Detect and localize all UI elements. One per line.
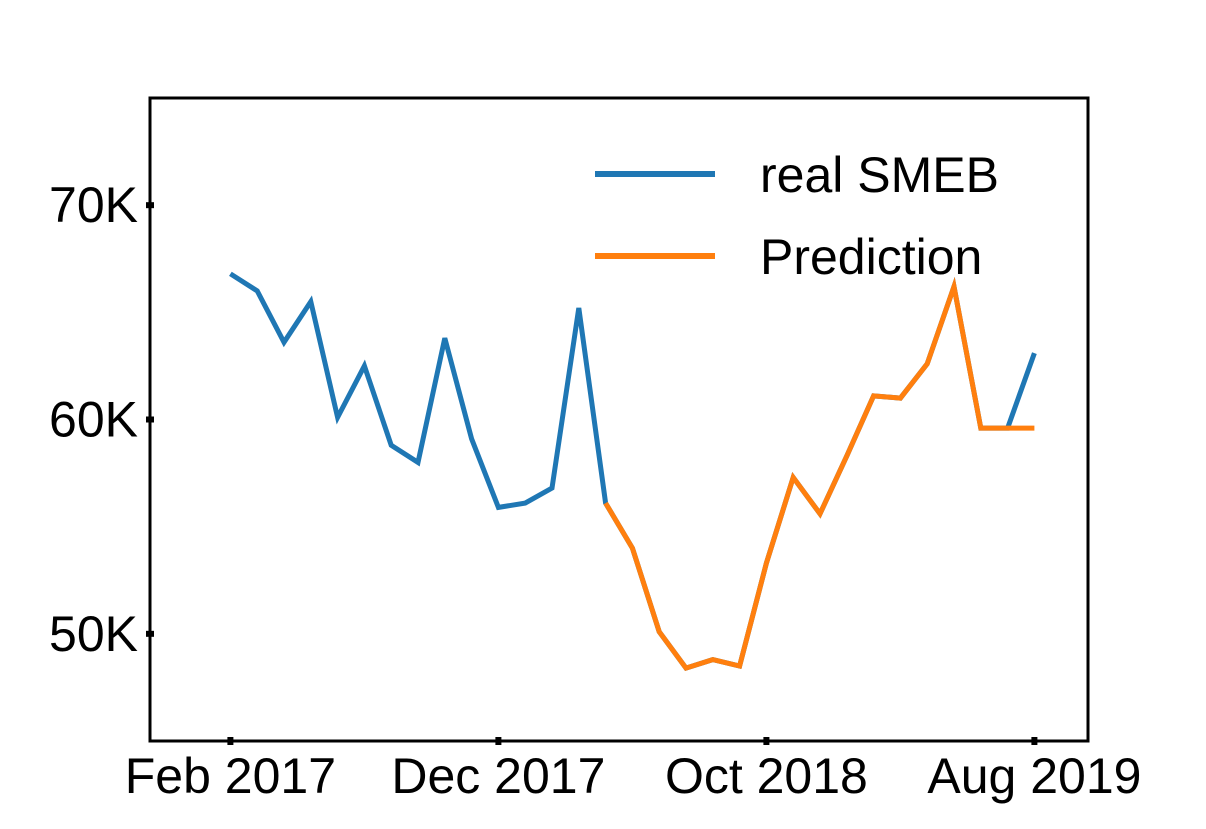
axis-layer: 50K 60K 70K Feb 2017 Dec 2017 Oct 2018 Aug 201… [49, 177, 1141, 804]
series-layer [229, 271, 1037, 672]
y-tick-label: 60K [49, 392, 138, 448]
x-tick-label: Oct 2018 [665, 748, 868, 804]
legend-label: Prediction [760, 229, 982, 285]
y-tick-label: 50K [49, 606, 138, 662]
series-line-1 [603, 276, 1035, 672]
legend-label: real SMEB [760, 147, 999, 203]
x-tick-label: Dec 2017 [391, 748, 605, 804]
x-tick-label: Feb 2017 [125, 748, 336, 804]
y-tick-label: 70K [49, 177, 138, 233]
series-line-0 [229, 271, 1037, 672]
legend: real SMEB Prediction [595, 147, 999, 285]
x-tick-label: Aug 2019 [927, 748, 1141, 804]
